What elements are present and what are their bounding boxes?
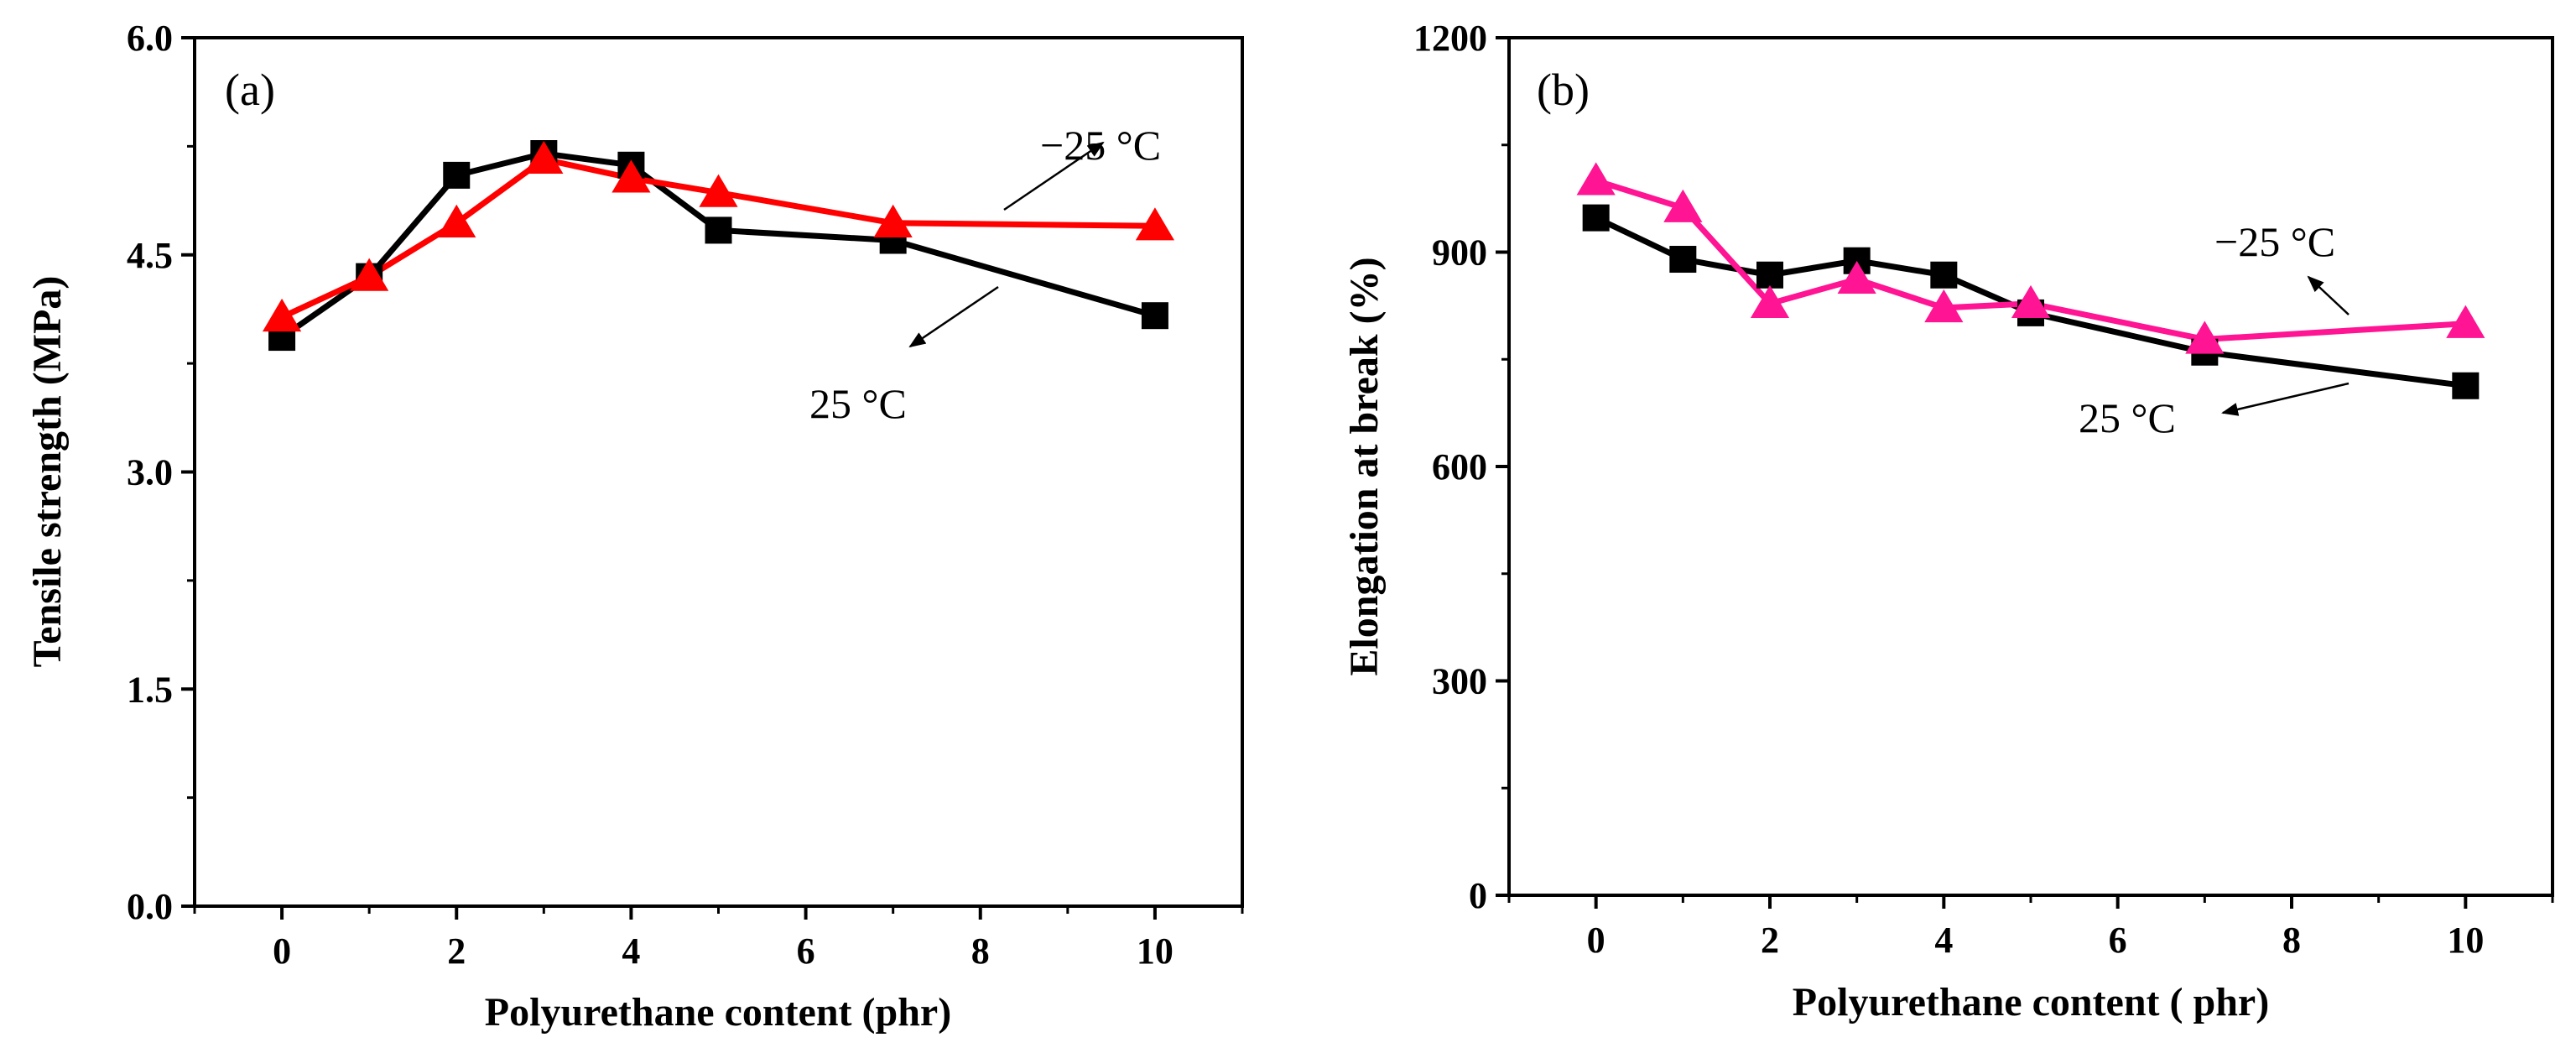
x-tick-label-b-2: 4 <box>1934 920 1953 961</box>
y-tick-label-a-2: 3.0 <box>127 452 173 493</box>
x-axis-title-b: Polyurethane content ( phr) <box>1793 980 2269 1024</box>
x-tick-label-a-4: 8 <box>971 930 990 972</box>
markers-a <box>262 140 1175 352</box>
x-tick-label-b-5: 10 <box>2447 920 2484 961</box>
annotation-minus25-b: −25 °C <box>2214 218 2350 315</box>
annotation-arrow-minus25-a <box>1003 141 1105 211</box>
series-line-b-1 <box>1595 177 2466 342</box>
marker-b-1-6 <box>2185 321 2225 354</box>
panel-b: (b) Polyurethane content ( phr) Elongati… <box>1342 18 2554 1024</box>
x-tick-label-a-0: 0 <box>273 930 291 972</box>
y-axis-title-b: Elongation at break (%) <box>1342 257 1387 675</box>
annotation-label-minus25-a: −25 °C <box>1040 122 1161 169</box>
marker-a-1-5 <box>699 174 738 207</box>
annotation-label-25-a: 25 °C <box>809 380 907 427</box>
marker-b-1-5 <box>2011 284 2051 318</box>
marker-b-0-0 <box>1582 204 1610 232</box>
x-tick-label-b-3: 6 <box>2109 920 2127 961</box>
marker-b-1-4 <box>1924 289 1964 323</box>
marker-a-1-2 <box>437 204 476 237</box>
series-lines-a <box>280 150 1156 340</box>
annotation-minus25-a: −25 °C <box>1003 122 1161 211</box>
marker-a-1-6 <box>873 204 913 237</box>
ticks-a: 0 2 4 6 8 10 0.0 1.5 3.0 4.5 6.0 <box>127 18 1244 972</box>
panel-a: (a) Polyurethane content (phr) Tensile s… <box>25 18 1244 1035</box>
panel-label-b: (b) <box>1537 65 1590 115</box>
panel-label-a: (a) <box>225 65 275 115</box>
marker-b-1-0 <box>1576 162 1616 195</box>
marker-b-1-1 <box>1663 189 1703 222</box>
marker-b-1-2 <box>1750 284 1790 318</box>
marker-b-1-3 <box>1837 260 1876 295</box>
series-lines-b <box>1595 177 2466 389</box>
markers-b <box>1576 162 2485 399</box>
x-tick-label-a-1: 2 <box>447 930 466 972</box>
marker-a-1-3 <box>524 140 564 175</box>
annotation-label-25-b: 25 °C <box>2079 394 2176 441</box>
y-tick-label-a-1: 1.5 <box>127 669 173 710</box>
annotation-arrow-25-b <box>2221 382 2350 416</box>
annotation-arrow-minus25-b <box>2307 275 2350 315</box>
y-tick-label-a-3: 4.5 <box>127 235 173 276</box>
y-tick-label-b-1: 300 <box>1432 661 1487 702</box>
x-tick-label-b-1: 2 <box>1761 920 1779 961</box>
y-tick-label-b-4: 1200 <box>1413 18 1487 59</box>
plot-frame-b <box>1507 36 2554 897</box>
marker-b-0-4 <box>1930 261 1958 289</box>
y-tick-label-b-0: 0 <box>1469 875 1487 916</box>
y-tick-label-a-4: 6.0 <box>127 18 173 59</box>
x-axis-title-a: Polyurethane content (phr) <box>485 990 951 1035</box>
ticks-b: 0 2 4 6 8 10 0 300 600 900 1200 <box>1413 18 2554 961</box>
marker-a-1-0 <box>262 298 302 332</box>
marker-a-0-2 <box>443 161 471 189</box>
marker-a-0-7 <box>1141 302 1168 330</box>
marker-a-0-5 <box>705 216 732 244</box>
annotation-25-b: 25 °C <box>2079 382 2350 441</box>
marker-b-0-7 <box>2452 372 2480 399</box>
marker-b-1-7 <box>2446 305 2485 338</box>
annotation-arrow-25-a <box>908 285 999 348</box>
marker-a-1-7 <box>1135 207 1175 241</box>
y-tick-label-b-2: 600 <box>1432 446 1487 487</box>
series-line-a-0 <box>280 150 1156 340</box>
y-tick-label-b-3: 900 <box>1432 232 1487 274</box>
x-tick-label-b-4: 8 <box>2282 920 2301 961</box>
marker-a-1-4 <box>611 159 651 193</box>
annotation-label-minus25-b: −25 °C <box>2214 218 2335 265</box>
x-tick-label-a-3: 6 <box>797 930 815 972</box>
annotation-25-a: 25 °C <box>809 285 999 427</box>
marker-b-0-2 <box>1756 261 1783 289</box>
y-axis-title-a: Tensile strength (MPa) <box>25 276 70 668</box>
marker-b-0-1 <box>1669 246 1697 274</box>
x-tick-label-a-5: 10 <box>1137 930 1174 972</box>
y-tick-label-a-0: 0.0 <box>127 886 173 927</box>
series-line-b-0 <box>1595 215 2466 389</box>
x-tick-label-b-0: 0 <box>1587 920 1605 961</box>
series-line-a-1 <box>280 156 1155 321</box>
x-tick-label-a-2: 4 <box>622 930 640 972</box>
marker-a-1-1 <box>350 258 389 291</box>
